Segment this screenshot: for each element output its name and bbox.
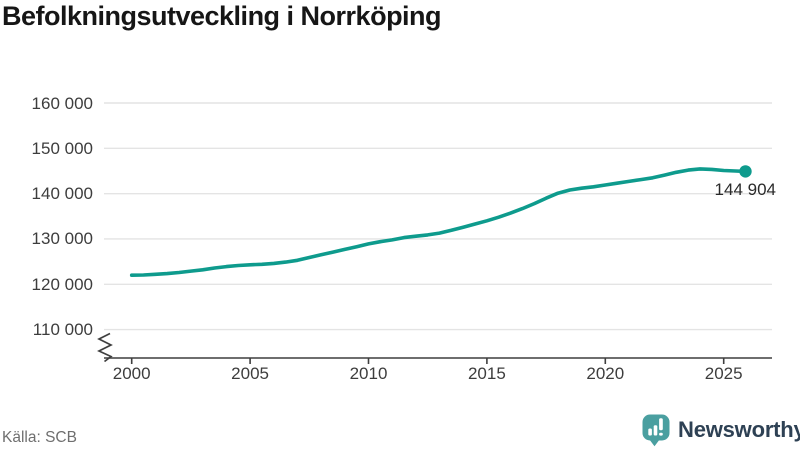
axis-break-icon — [97, 332, 113, 363]
source-note: Källa: SCB — [2, 429, 77, 446]
end-value-label: 144 904 — [714, 180, 776, 199]
x-tick-label: 2020 — [586, 364, 625, 383]
y-tick-label: 130 000 — [31, 229, 93, 249]
newsworthy-icon — [642, 414, 670, 446]
x-tick-label: 2000 — [112, 364, 151, 383]
x-tick-label: 2010 — [349, 364, 388, 383]
population-line — [129, 167, 748, 278]
x-tick-label: 2005 — [231, 364, 269, 383]
newsworthy-logo[interactable]: Newsworthy — [642, 413, 800, 447]
y-tick-label: 140 000 — [31, 184, 93, 204]
newsworthy-wordmark: Newsworthy — [678, 417, 800, 442]
y-tick-label: 150 000 — [31, 138, 93, 158]
y-tick-label: 120 000 — [31, 274, 93, 294]
chart-title: Befolkningsutveckling i Norrköping — [2, 1, 442, 31]
y-tick-label: 160 000 — [31, 93, 93, 113]
y-tick-label: 110 000 — [32, 320, 93, 340]
x-tick-label: 2015 — [467, 364, 506, 383]
x-tick-label: 2025 — [704, 364, 743, 383]
end-point-dot — [739, 165, 752, 178]
